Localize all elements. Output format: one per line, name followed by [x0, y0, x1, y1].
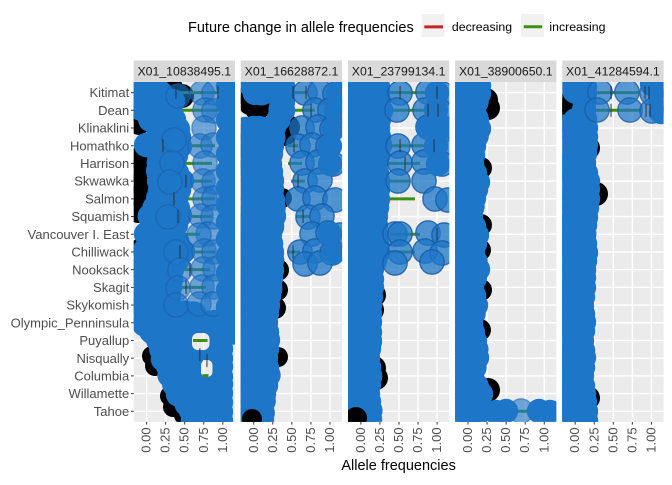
svg-text:Olympic_Penninsula: Olympic_Penninsula [11, 315, 130, 330]
svg-text:increasing: increasing [549, 20, 605, 34]
svg-text:X01_23799134.1: X01_23799134.1 [352, 65, 446, 79]
svg-text:0.75: 0.75 [196, 427, 211, 452]
svg-text:0.50: 0.50 [284, 427, 299, 452]
svg-text:0.00: 0.00 [460, 427, 475, 452]
svg-text:Columbia: Columbia [74, 368, 130, 383]
svg-text:Dean: Dean [98, 103, 129, 118]
svg-text:0.75: 0.75 [410, 427, 425, 452]
svg-text:0.25: 0.25 [372, 427, 387, 452]
svg-text:0.50: 0.50 [391, 427, 406, 452]
svg-text:0.00: 0.00 [139, 427, 154, 452]
svg-text:X01_10838495.1: X01_10838495.1 [137, 65, 231, 79]
svg-text:Allele frequencies: Allele frequencies [341, 458, 455, 474]
svg-text:X01_16628872.1: X01_16628872.1 [245, 65, 339, 79]
svg-text:0.50: 0.50 [177, 427, 192, 452]
svg-text:Willamette: Willamette [69, 386, 130, 401]
svg-text:1.00: 1.00 [215, 427, 230, 452]
svg-text:1.00: 1.00 [429, 427, 444, 452]
svg-text:Skwawka: Skwawka [74, 174, 130, 189]
svg-text:Nisqually: Nisqually [76, 351, 129, 366]
svg-text:0.25: 0.25 [586, 427, 601, 452]
svg-text:0.25: 0.25 [158, 427, 173, 452]
svg-text:0.00: 0.00 [246, 427, 261, 452]
svg-text:Chilliwack: Chilliwack [71, 245, 129, 260]
svg-text:0.50: 0.50 [605, 427, 620, 452]
svg-text:1.00: 1.00 [536, 427, 551, 452]
svg-text:X01_41284594.1: X01_41284594.1 [566, 65, 660, 79]
svg-text:1.00: 1.00 [322, 427, 337, 452]
svg-text:Vancouver I. East: Vancouver I. East [28, 227, 130, 242]
svg-text:Harrison: Harrison [80, 156, 129, 171]
svg-text:Puyallup: Puyallup [79, 333, 129, 348]
svg-text:0.75: 0.75 [624, 427, 639, 452]
svg-text:Skagit: Skagit [93, 280, 130, 295]
svg-text:Future change in allele freque: Future change in allele frequencies [188, 20, 414, 36]
svg-text:Nooksack: Nooksack [72, 262, 130, 277]
svg-text:Tahoe: Tahoe [94, 404, 129, 419]
svg-text:1.00: 1.00 [643, 427, 658, 452]
svg-text:0.25: 0.25 [479, 427, 494, 452]
svg-text:0.50: 0.50 [498, 427, 513, 452]
svg-text:Klinaklini: Klinaklini [78, 121, 129, 136]
svg-text:0.75: 0.75 [517, 427, 532, 452]
svg-text:decreasing: decreasing [452, 20, 512, 34]
svg-text:Kitimat: Kitimat [89, 85, 129, 100]
svg-text:Squamish: Squamish [71, 209, 129, 224]
svg-text:Salmon: Salmon [85, 191, 129, 206]
svg-text:0.00: 0.00 [353, 427, 368, 452]
svg-text:0.75: 0.75 [303, 427, 318, 452]
svg-text:Homathko: Homathko [70, 138, 129, 153]
svg-text:X01_38900650.1: X01_38900650.1 [459, 65, 553, 79]
svg-text:Skykomish: Skykomish [66, 298, 129, 313]
svg-text:0.25: 0.25 [265, 427, 280, 452]
svg-text:0.00: 0.00 [567, 427, 582, 452]
